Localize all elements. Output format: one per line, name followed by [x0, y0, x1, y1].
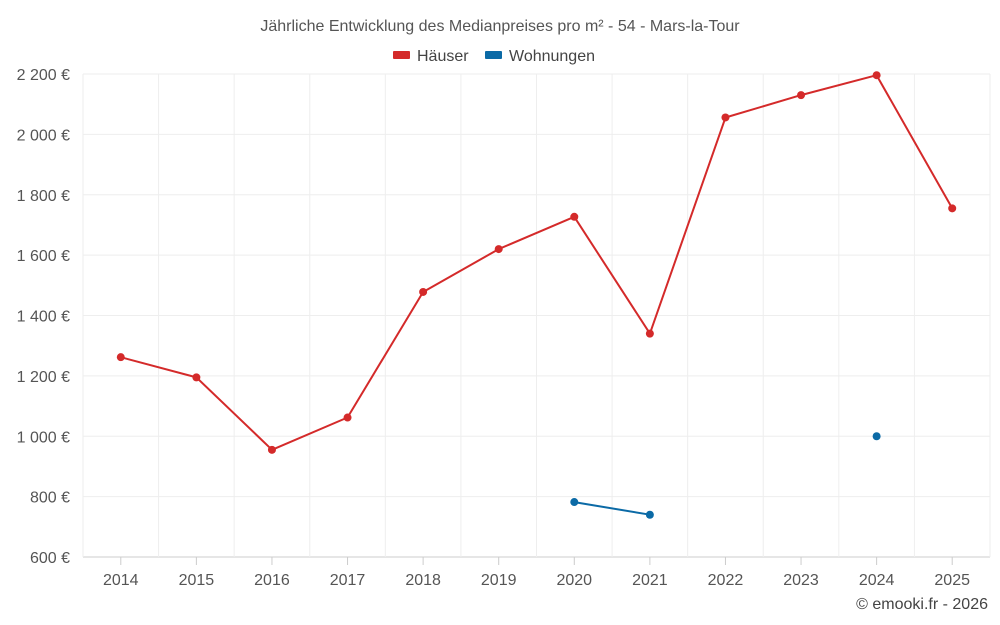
data-point-haeuser [343, 413, 352, 422]
x-tick-label: 2022 [708, 572, 744, 589]
legend-label-wohnungen: Wohnungen [509, 48, 595, 65]
legend: Häuser Wohnungen [393, 48, 595, 65]
y-tick-label: 2 000 € [17, 127, 70, 144]
x-tick-label: 2023 [783, 572, 819, 589]
y-tick-label: 1 200 € [17, 369, 70, 386]
legend-swatch-haeuser [393, 51, 410, 59]
y-tick-label: 2 200 € [17, 67, 70, 84]
y-axis: 600 € 800 € 1 000 € 1 200 € 1 400 € 1 600 € 1 … [17, 67, 70, 567]
y-tick-label: 1 400 € [17, 309, 70, 326]
x-tick-label: 2015 [179, 572, 215, 589]
series-wohnungen [570, 432, 881, 519]
data-point-haeuser [797, 91, 806, 100]
x-tick-label: 2024 [859, 572, 895, 589]
x-tick-label: 2016 [254, 572, 290, 589]
series-line-haeuser [120, 74, 954, 451]
data-point-wohnungen [570, 498, 579, 507]
chart-credit: © emooki.fr - 2026 [856, 596, 988, 613]
y-tick-label: 600 € [30, 550, 70, 567]
series-line-wohnungen [574, 501, 651, 516]
x-tick-label: 2021 [632, 572, 668, 589]
y-tick-label: 1 800 € [17, 188, 70, 205]
data-point-haeuser [267, 445, 276, 454]
data-point-wohnungen [645, 510, 654, 519]
legend-item-wohnungen[interactable]: Wohnungen [485, 48, 595, 65]
grid [82, 73, 991, 558]
data-point-haeuser [494, 245, 503, 254]
x-tick-label: 2017 [330, 572, 366, 589]
y-tick-label: 1 600 € [17, 248, 70, 265]
x-axis: 2014 2015 2016 2017 2018 2019 2020 2021 2022 2023… [103, 557, 970, 589]
chart-title: Jährliche Entwicklung des Medianpreises … [260, 18, 740, 35]
data-point-haeuser [948, 204, 957, 213]
data-point-haeuser [872, 71, 881, 80]
x-tick-label: 2018 [405, 572, 441, 589]
y-tick-label: 800 € [30, 490, 70, 507]
legend-label-haeuser: Häuser [417, 48, 469, 65]
data-point-haeuser [116, 353, 125, 362]
data-point-haeuser [192, 373, 201, 382]
x-tick-label: 2020 [556, 572, 592, 589]
data-point-wohnungen [872, 432, 881, 441]
series [116, 71, 957, 519]
data-point-haeuser [419, 287, 428, 296]
legend-swatch-wohnungen [485, 51, 502, 59]
x-tick-label: 2014 [103, 572, 139, 589]
data-point-haeuser [570, 212, 579, 221]
legend-item-haeuser[interactable]: Häuser [393, 48, 469, 65]
y-tick-label: 1 000 € [17, 429, 70, 446]
x-tick-label: 2019 [481, 572, 517, 589]
x-tick-label: 2025 [934, 572, 970, 589]
data-point-haeuser [645, 329, 654, 338]
data-point-haeuser [721, 113, 730, 122]
series-haeuser [116, 71, 957, 454]
